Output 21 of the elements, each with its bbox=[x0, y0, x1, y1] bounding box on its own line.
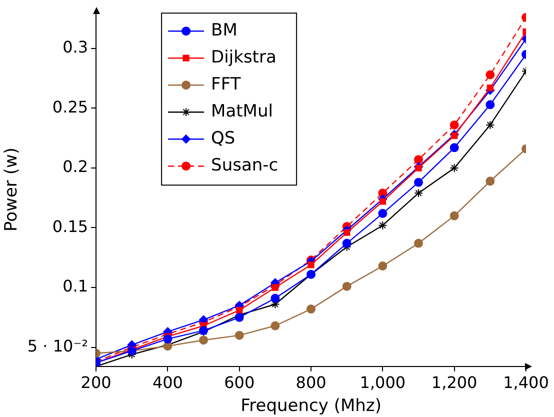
x-tick-label: 800 bbox=[296, 373, 326, 392]
y-axis-title: Power (w) bbox=[2, 148, 22, 232]
y-tick-label: 5 · 10⁻² bbox=[27, 336, 88, 356]
x-tick-label: 1,400 bbox=[503, 373, 549, 392]
legend-label: MatMul bbox=[211, 102, 273, 122]
legend-label: Susan-c bbox=[211, 156, 278, 176]
y-tick-label: 0.1 bbox=[62, 276, 88, 296]
x-tick-label: 1,000 bbox=[360, 373, 406, 392]
x-tick-label: 1,200 bbox=[431, 373, 478, 392]
x-tick-label: 200 bbox=[80, 373, 112, 392]
x-tick-label: 400 bbox=[152, 373, 183, 392]
legend-label: BM bbox=[211, 20, 238, 41]
legend-label: Dijkstra bbox=[211, 48, 276, 68]
x-tick-label: 600 bbox=[224, 373, 255, 392]
legend-label: FFT bbox=[211, 74, 242, 95]
y-tick-label: 0.3 bbox=[62, 38, 88, 57]
legend-label: QS bbox=[211, 128, 236, 149]
y-tick-label: 0.15 bbox=[52, 216, 88, 236]
x-axis-title: Frequency (Mhz) bbox=[240, 396, 382, 416]
y-tick-label: 0.2 bbox=[62, 157, 88, 176]
y-tick-label: 0.25 bbox=[52, 97, 88, 116]
